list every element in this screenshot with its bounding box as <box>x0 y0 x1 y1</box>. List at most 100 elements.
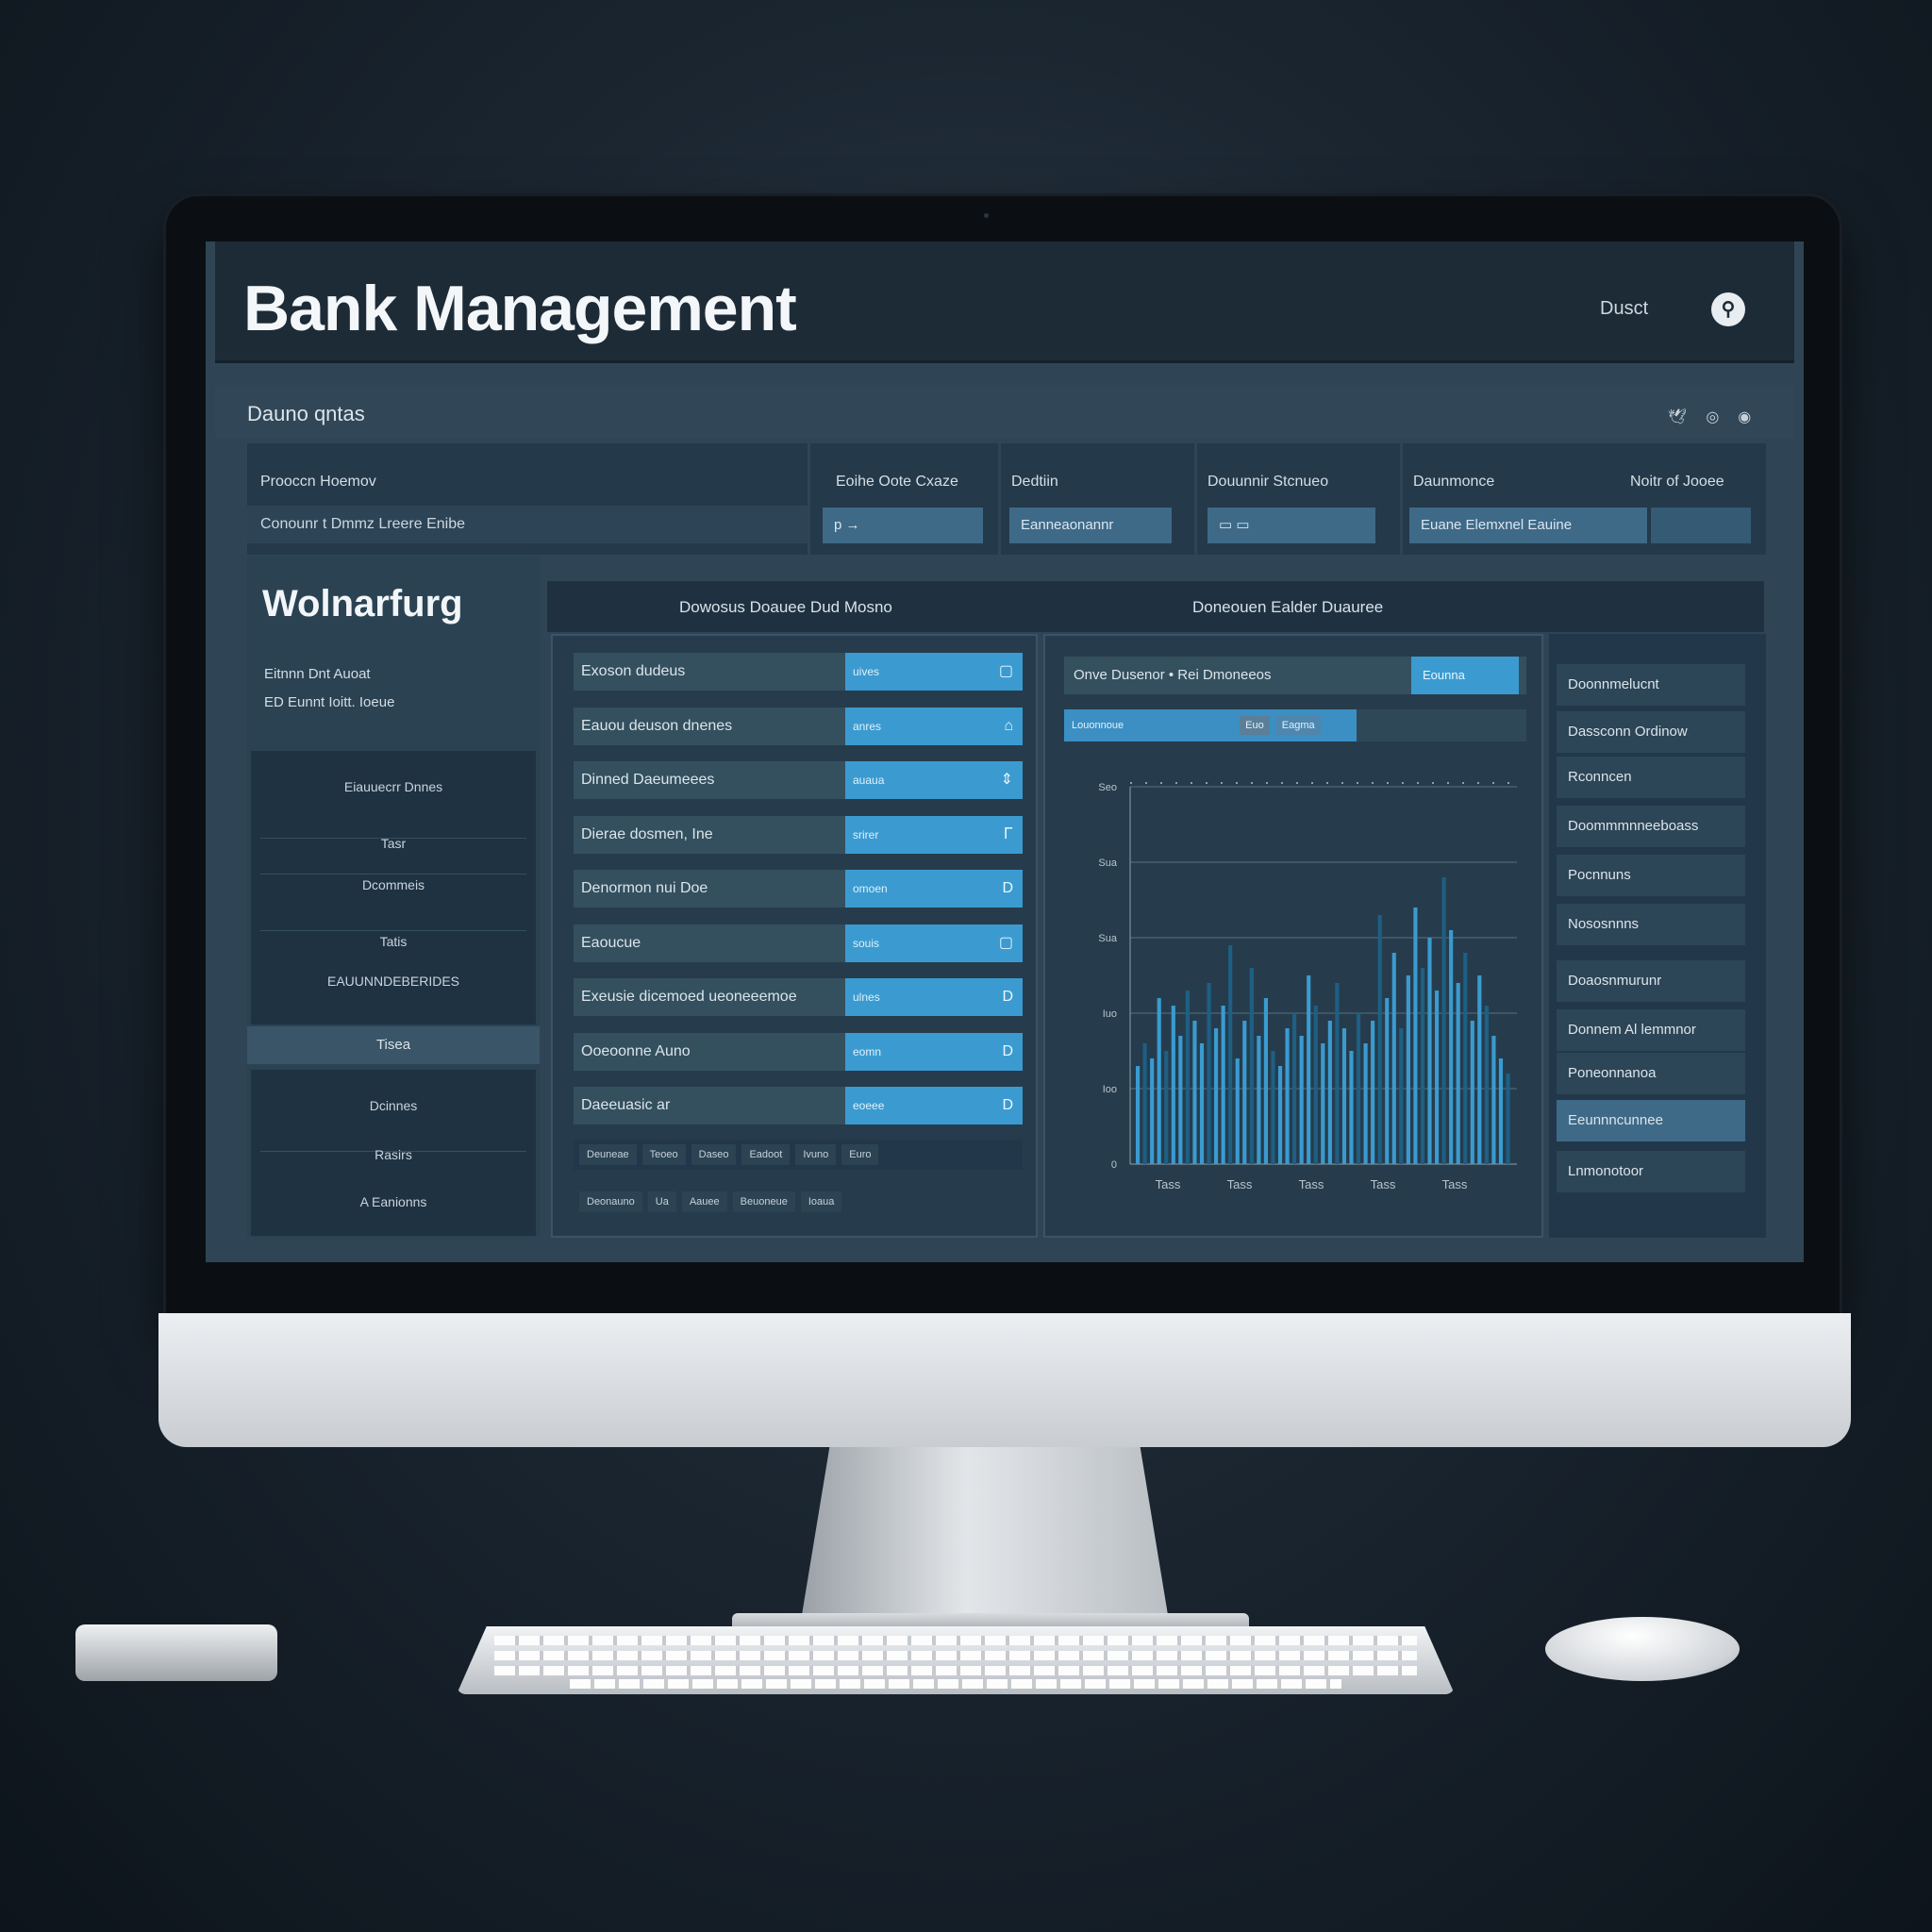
table-row-value[interactable]: eomn <box>845 1032 1023 1071</box>
app-title: Bank Management <box>243 273 797 344</box>
menu-item[interactable]: Doonnmelucnt <box>1557 664 1745 706</box>
footer-cell[interactable]: Eadoot <box>741 1144 791 1165</box>
bar <box>1427 938 1432 1164</box>
header-user-label[interactable]: Dusct <box>1600 298 1649 319</box>
filter-value[interactable]: Conounr t Dmmz Lreere Enibe <box>247 506 808 543</box>
menu-item[interactable]: Doommmnneeboass <box>1557 806 1745 847</box>
footer-cell[interactable]: Deonauno <box>579 1191 642 1212</box>
bar <box>1214 1028 1219 1164</box>
table-row-value[interactable]: anres <box>845 707 1023 745</box>
menu-item[interactable]: Rconncen <box>1557 757 1745 798</box>
row-action-icon[interactable]: ▢ <box>998 934 1013 951</box>
bar <box>1313 1006 1318 1164</box>
table-row[interactable]: Exeusie dicemoed ueoneeemoe ulnes D <box>574 978 1023 1016</box>
trackpad <box>75 1624 277 1681</box>
bird-icon[interactable]: 🕊 <box>1668 409 1688 425</box>
avatar-icon[interactable]: ⚲ <box>1711 292 1745 326</box>
filter-input[interactable]: p → <box>823 508 983 543</box>
app-header: Bank Management Dusct ⚲ <box>215 242 1794 363</box>
bar <box>1136 1066 1141 1164</box>
footer-cell[interactable]: Daseo <box>691 1144 737 1165</box>
row-action-icon[interactable]: D <box>1002 1097 1013 1113</box>
row-action-icon[interactable]: D <box>1002 989 1013 1005</box>
footer-cell[interactable]: Deuneae <box>579 1144 637 1165</box>
footer-cell[interactable]: Ioaua <box>800 1191 842 1212</box>
table-row-value[interactable]: souis <box>845 924 1023 962</box>
table-row[interactable]: Eaoucue souis ▢ <box>574 924 1023 962</box>
left-item[interactable]: Dcinnes <box>369 1098 418 1113</box>
row-action-icon[interactable]: ⌂ <box>1004 717 1013 734</box>
left-item[interactable]: Tatis <box>379 934 408 949</box>
y-tick-label: Sua <box>1098 933 1117 944</box>
menu-item[interactable]: Dassconn Ordinow <box>1557 711 1745 753</box>
left-item[interactable]: A Eanionns <box>359 1194 427 1209</box>
menu-item[interactable]: Doaosnmurunr <box>1557 960 1745 1002</box>
bar <box>1164 1051 1169 1164</box>
bar <box>1341 1028 1347 1164</box>
mouse <box>1545 1617 1740 1681</box>
chart-range-chip[interactable]: Eagma <box>1275 716 1321 735</box>
table-row[interactable]: Daeeuasic ar eoeee D <box>574 1087 1023 1124</box>
row-action-icon[interactable]: Ꮁ <box>1004 825 1013 842</box>
chart-range-chip[interactable]: Euo <box>1240 716 1270 735</box>
bar <box>1477 975 1482 1164</box>
footer-cell[interactable]: Ua <box>647 1191 676 1212</box>
menu-item[interactable]: Poneonnanoa <box>1557 1053 1745 1094</box>
bar <box>1192 1021 1197 1164</box>
table-row-value[interactable]: srirer <box>845 815 1023 854</box>
row-action-icon[interactable]: D <box>1002 1042 1013 1059</box>
bar <box>1434 991 1440 1164</box>
footer-cell[interactable]: Teoeo <box>641 1144 686 1165</box>
table-row[interactable]: Denormon nui Doe omoen D <box>574 870 1023 908</box>
row-action-icon[interactable]: D <box>1002 880 1013 896</box>
left-panel-subtitle: Eitnnn Dnt Auoat <box>264 666 371 682</box>
menu-item[interactable]: Donnem Al lemmnor <box>1557 1009 1745 1051</box>
row-action-icon[interactable]: ⇕ <box>1000 772 1013 788</box>
table-row[interactable]: Exoson dudeus uives ▢ <box>574 653 1023 691</box>
table-row[interactable]: Dinned Daeumeees auaua ⇕ <box>574 761 1023 799</box>
table-row-value[interactable]: auaua <box>845 761 1023 799</box>
menu-item[interactable]: Nososnnns <box>1557 904 1745 945</box>
bar <box>1299 1036 1304 1164</box>
table-row-value[interactable]: omoen <box>845 870 1023 908</box>
menu-item[interactable]: Eeunnncunnee <box>1557 1100 1745 1141</box>
table-row-value[interactable]: ulnes <box>845 978 1023 1016</box>
left-tab[interactable]: Tisea <box>247 1026 540 1064</box>
bar <box>1491 1036 1496 1164</box>
menu-item[interactable]: Lnmonotoor <box>1557 1151 1745 1192</box>
x-tick-label: Tass <box>1156 1177 1181 1191</box>
chart-filter-button[interactable]: Eounna <box>1411 657 1519 694</box>
left-item[interactable]: Eiauuecrr Dnnes <box>343 779 443 794</box>
filter-select[interactable]: ▭ ▭ <box>1208 508 1375 543</box>
footer-cell[interactable]: Aauee <box>681 1191 727 1212</box>
bar <box>1371 1021 1375 1164</box>
filter-label: Dedtiin <box>1011 474 1058 490</box>
left-item[interactable]: Rasirs <box>375 1147 412 1162</box>
table-row[interactable]: Eauou deuson dnenes anres ⌂ <box>574 707 1023 745</box>
row-action-icon[interactable]: ▢ <box>998 663 1013 679</box>
filter-select[interactable]: Eanneaonannr <box>1009 508 1172 543</box>
filter-select[interactable]: Euane Elemxnel Eauine <box>1409 508 1647 543</box>
left-item[interactable]: Dcommeis <box>361 877 425 892</box>
left-item[interactable]: EAUUNNDEBERIDES <box>326 974 460 989</box>
table-row[interactable]: Ooeoonne Auno eomn D <box>574 1032 1023 1071</box>
left-item[interactable]: Tasr <box>380 836 407 851</box>
footer-cell[interactable]: Ivuno <box>795 1144 837 1165</box>
help-icon[interactable]: ◎ <box>1706 409 1720 425</box>
bar <box>1221 1006 1225 1164</box>
section-bar <box>215 385 1794 438</box>
footer-cell[interactable]: Beuoneue <box>732 1191 795 1212</box>
app-screen: Bank Management Dusct ⚲ Dauno qntas 🕊 ◎ … <box>206 242 1804 1262</box>
left-panel-title: Wolnarfurg <box>262 583 463 625</box>
table-row-value[interactable]: uives <box>845 653 1023 691</box>
table-row-label: Exoson dudeus <box>574 653 845 691</box>
camera-icon[interactable]: ◉ <box>1738 409 1752 425</box>
filter-go-button[interactable] <box>1651 508 1751 543</box>
x-tick-label: Tass <box>1227 1177 1253 1191</box>
table-row[interactable]: Dierae dosmen, Ine srirer Ꮁ <box>574 815 1023 854</box>
table-row-value[interactable]: eoeee <box>845 1087 1023 1124</box>
left-block: Dcinnes Rasirs A Eanionns <box>251 1070 536 1236</box>
footer-cell[interactable]: Euro <box>841 1144 879 1165</box>
menu-item[interactable]: Pocnnuns <box>1557 855 1745 896</box>
chart-range-fill[interactable]: Louonnoue Euo Eagma <box>1064 709 1357 741</box>
